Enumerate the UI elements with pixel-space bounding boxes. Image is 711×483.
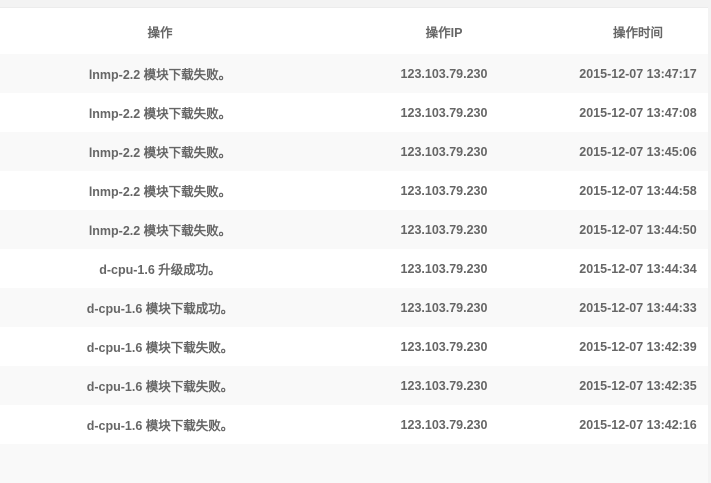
table-header-row: 操作 操作IP 操作时间 [0, 8, 708, 54]
operation-log-table: 操作 操作IP 操作时间 lnmp-2.2 模块下载失败。 123.103.79.… [0, 8, 708, 483]
cell-action: d-cpu-1.6 升级成功。 [99, 263, 221, 277]
table-row: lnmp-2.2 模块下载失败。 123.103.79.230 2015-12-07… [0, 93, 708, 132]
cell-ip: 123.103.79.230 [400, 144, 488, 159]
table-row: d-cpu-1.6 模块下载成功。 123.103.79.230 2015-12-0… [0, 288, 708, 327]
cell-time: 2015-12-07 13:45:06 [579, 144, 697, 159]
table-row: d-cpu-1.6 升级成功。 123.103.79.230 2015-12-07 … [0, 249, 708, 288]
cell-ip: 123.103.79.230 [400, 417, 488, 432]
cell-empty [568, 444, 708, 483]
operation-log-panel: 操作 操作IP 操作时间 lnmp-2.2 模块下载失败。 123.103.79.… [0, 7, 708, 483]
cell-time: 2015-12-07 13:44:34 [579, 261, 697, 276]
table-row: d-cpu-1.6 模块下载失败。 123.103.79.230 2015-12-0… [0, 405, 708, 444]
cell-time: 2015-12-07 13:47:17 [579, 66, 697, 81]
cell-action: lnmp-2.2 模块下载失败。 [88, 107, 232, 121]
table-row: lnmp-2.2 模块下载失败。 123.103.79.230 2015-12-07… [0, 171, 708, 210]
cell-time: 2015-12-07 13:42:16 [579, 417, 697, 432]
cell-action: d-cpu-1.6 模块下载失败。 [86, 380, 234, 394]
cell-action: d-cpu-1.6 模块下载成功。 [86, 302, 234, 316]
cell-time: 2015-12-07 13:44:58 [579, 183, 697, 198]
cell-ip: 123.103.79.230 [400, 300, 488, 315]
table-row: d-cpu-1.6 模块下载失败。 123.103.79.230 2015-12-0… [0, 327, 708, 366]
cell-ip: 123.103.79.230 [400, 339, 488, 354]
cell-ip: 123.103.79.230 [400, 261, 488, 276]
cell-action: lnmp-2.2 模块下载失败。 [88, 185, 232, 199]
header-time: 操作时间 [612, 25, 663, 40]
cell-ip: 123.103.79.230 [400, 378, 488, 393]
cell-ip: 123.103.79.230 [400, 183, 488, 198]
cell-time: 2015-12-07 13:42:35 [579, 378, 697, 393]
cell-time: 2015-12-07 13:47:08 [579, 105, 697, 120]
cell-empty [0, 444, 320, 483]
table-row-partial [0, 444, 708, 483]
cell-time: 2015-12-07 13:44:33 [579, 300, 697, 315]
cell-ip: 123.103.79.230 [400, 222, 488, 237]
cell-action: d-cpu-1.6 模块下载失败。 [86, 419, 234, 433]
cell-time: 2015-12-07 13:44:50 [579, 222, 697, 237]
cell-action: lnmp-2.2 模块下载失败。 [88, 68, 232, 82]
cell-ip: 123.103.79.230 [400, 66, 488, 81]
header-ip: 操作IP [425, 25, 463, 40]
cell-action: d-cpu-1.6 模块下载失败。 [86, 341, 234, 355]
header-action: 操作 [147, 25, 173, 40]
table-row: lnmp-2.2 模块下载失败。 123.103.79.230 2015-12-07… [0, 132, 708, 171]
table-row: lnmp-2.2 模块下载失败。 123.103.79.230 2015-12-07… [0, 54, 708, 93]
table-row: lnmp-2.2 模块下载失败。 123.103.79.230 2015-12-07… [0, 210, 708, 249]
cell-time: 2015-12-07 13:42:39 [579, 339, 697, 354]
table-row: d-cpu-1.6 模块下载失败。 123.103.79.230 2015-12-0… [0, 366, 708, 405]
cell-empty [320, 444, 568, 483]
cell-ip: 123.103.79.230 [400, 105, 488, 120]
cell-action: lnmp-2.2 模块下载失败。 [88, 224, 232, 238]
cell-action: lnmp-2.2 模块下载失败。 [88, 146, 232, 160]
